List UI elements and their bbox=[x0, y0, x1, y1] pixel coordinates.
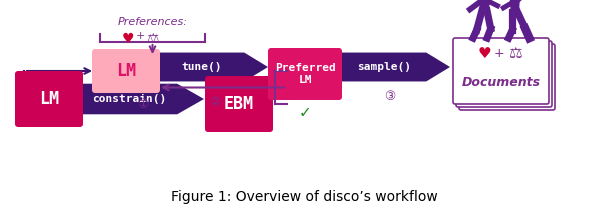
Polygon shape bbox=[160, 53, 268, 81]
FancyBboxPatch shape bbox=[453, 38, 549, 104]
Text: LM: LM bbox=[116, 62, 136, 80]
Text: Figure 1: Overview of disco’s workflow: Figure 1: Overview of disco’s workflow bbox=[171, 190, 437, 204]
Text: Preferred
LM: Preferred LM bbox=[275, 63, 336, 85]
Text: ①: ① bbox=[137, 98, 148, 110]
Polygon shape bbox=[478, 0, 491, 11]
FancyBboxPatch shape bbox=[92, 49, 160, 93]
Text: tune(): tune() bbox=[182, 62, 223, 72]
Polygon shape bbox=[510, 0, 520, 12]
FancyBboxPatch shape bbox=[268, 48, 342, 100]
FancyBboxPatch shape bbox=[459, 44, 555, 110]
Text: ③: ③ bbox=[384, 91, 396, 103]
Polygon shape bbox=[342, 53, 450, 81]
Polygon shape bbox=[82, 84, 204, 114]
Text: EBM: EBM bbox=[224, 95, 254, 113]
Text: ⚖: ⚖ bbox=[508, 46, 522, 61]
Text: ②: ② bbox=[209, 96, 221, 110]
Text: ✓: ✓ bbox=[299, 105, 311, 120]
Text: sample(): sample() bbox=[357, 62, 411, 72]
FancyBboxPatch shape bbox=[456, 41, 552, 107]
Text: Documents: Documents bbox=[461, 76, 541, 89]
Text: ⚖: ⚖ bbox=[146, 32, 158, 46]
Text: ♥: ♥ bbox=[122, 32, 134, 46]
Text: Preferences:: Preferences: bbox=[118, 17, 188, 27]
Text: LM: LM bbox=[39, 90, 59, 108]
FancyBboxPatch shape bbox=[15, 71, 83, 127]
Text: +: + bbox=[136, 31, 145, 41]
Text: ♥: ♥ bbox=[478, 46, 491, 61]
FancyBboxPatch shape bbox=[205, 76, 273, 132]
Text: constrain(): constrain() bbox=[92, 94, 167, 104]
Text: +: + bbox=[494, 47, 505, 60]
